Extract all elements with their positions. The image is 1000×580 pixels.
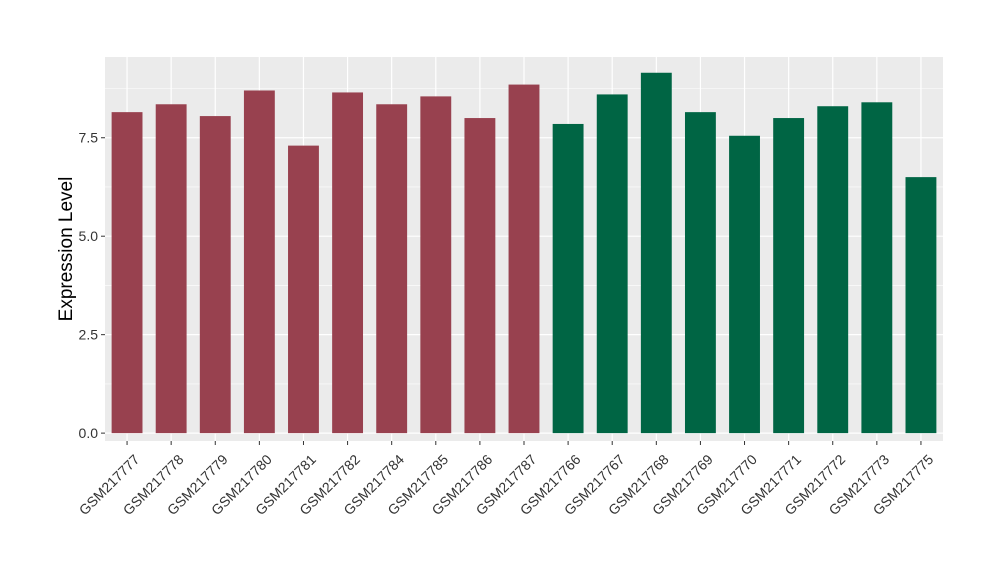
bar-GSM217778 [155,104,187,434]
bar-GSM217766 [552,123,584,434]
bar-GSM217768 [640,72,672,434]
bar-GSM217777 [111,112,143,434]
y-tick-label: 2.5 [79,327,99,343]
bar-GSM217782 [332,92,364,434]
bar-GSM217772 [817,106,849,434]
x-axis: GSM217777GSM217778GSM217779GSM217780GSM2… [76,441,937,518]
y-tick-label: 0.0 [79,425,99,441]
bar-GSM217780 [243,90,275,434]
bar-GSM217784 [376,104,408,434]
bar-GSM217781 [288,145,319,434]
bar-GSM217769 [684,112,716,434]
y-tick-label: 5.0 [79,228,99,244]
y-axis: 0.0 2.5 5.0 7.5 [79,130,105,441]
y-axis-title: Expression Level [56,177,77,322]
y-tick-label: 7.5 [79,130,99,146]
bar-GSM217786 [464,118,496,434]
bar-GSM217775 [905,177,937,434]
bar-GSM217785 [420,96,452,434]
bar-GSM217771 [773,118,805,434]
bar-GSM217770 [729,135,760,434]
bar-GSM217779 [199,116,231,434]
bar-GSM217787 [508,84,540,434]
bars [111,72,937,434]
bar-GSM217767 [596,94,628,434]
bar-GSM217773 [861,102,893,434]
